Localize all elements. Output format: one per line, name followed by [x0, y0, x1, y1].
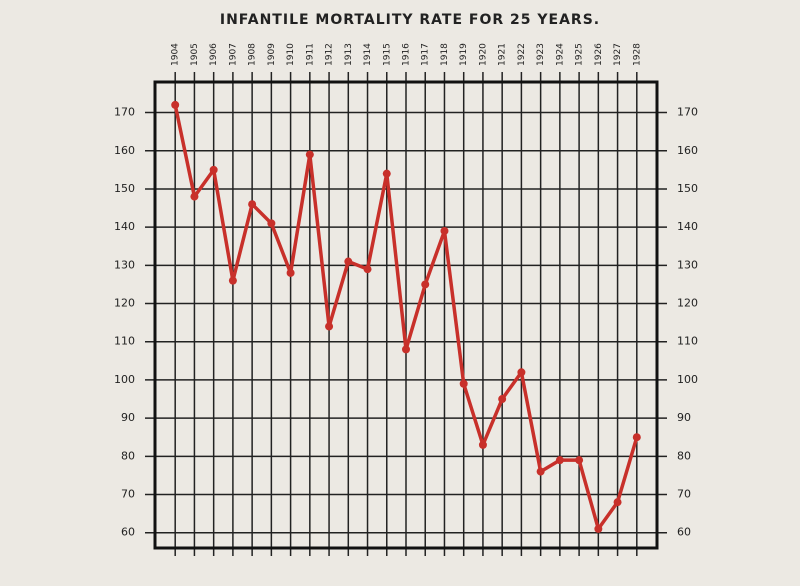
- x-tick-label: 1918: [440, 43, 450, 66]
- x-tick-label: 1906: [209, 43, 219, 66]
- data-point: [575, 456, 584, 465]
- data-point: [228, 276, 237, 285]
- data-point: [613, 498, 622, 507]
- x-tick-label: 1922: [517, 43, 527, 66]
- x-tick-label: 1923: [536, 43, 546, 66]
- x-tick-label: 1925: [575, 43, 585, 66]
- x-tick-label: 1915: [382, 43, 392, 66]
- y-tick-label: 80: [121, 449, 135, 462]
- x-tick-label: 1927: [613, 43, 623, 66]
- x-tick-label: 1907: [228, 43, 238, 66]
- x-tick-label: 1916: [402, 43, 412, 66]
- data-point: [421, 280, 430, 289]
- x-tick-label: 1919: [459, 43, 469, 66]
- y-tick-label: 170: [114, 106, 135, 119]
- x-tick-label: 1917: [421, 43, 431, 66]
- plot-frame: [153, 80, 659, 550]
- y-tick-label-right: 160: [677, 144, 698, 157]
- y-tick-label-right: 60: [677, 526, 691, 539]
- y-tick-label-right: 130: [677, 258, 698, 271]
- y-tick-label-right: 150: [677, 182, 698, 195]
- y-tick-label-right: 120: [677, 297, 698, 310]
- data-point: [363, 265, 372, 274]
- data-point: [209, 165, 218, 174]
- y-tick-label: 90: [121, 411, 135, 424]
- y-tick-label-right: 170: [677, 106, 698, 119]
- x-tick-label: 1926: [594, 43, 604, 66]
- data-point: [555, 456, 564, 465]
- data-point: [402, 345, 410, 354]
- x-tick-label: 1909: [267, 43, 277, 66]
- y-tick-label-right: 80: [677, 449, 691, 462]
- y-tick-label: 100: [114, 373, 135, 386]
- x-tick-label: 1928: [632, 43, 642, 66]
- y-tick-label-right: 140: [677, 220, 698, 233]
- y-tick-label: 70: [121, 488, 135, 501]
- x-tick-label: 1912: [325, 43, 335, 66]
- data-point: [478, 440, 487, 449]
- x-tick-label: 1913: [344, 43, 354, 66]
- data-point: [286, 268, 295, 277]
- y-tick-label: 140: [114, 220, 135, 233]
- y-tick-label: 160: [114, 144, 135, 157]
- data-point: [594, 524, 603, 533]
- x-tick-label: 1921: [498, 43, 508, 66]
- data-point: [536, 467, 545, 476]
- y-tick-label: 60: [121, 526, 135, 539]
- y-tick-label: 120: [114, 297, 135, 310]
- x-tick-label: 1924: [555, 43, 565, 66]
- y-tick-label-right: 100: [677, 373, 698, 386]
- data-point: [190, 192, 199, 201]
- data-point: [248, 200, 257, 209]
- data-point: [632, 433, 641, 442]
- data-point: [498, 395, 507, 404]
- data-point: [344, 257, 353, 266]
- data-point: [267, 219, 276, 228]
- data-point: [440, 226, 449, 235]
- data-point: [325, 322, 334, 331]
- y-tick-label-right: 90: [677, 411, 691, 424]
- y-tick-label-right: 110: [677, 335, 698, 348]
- data-point: [305, 150, 314, 159]
- y-tick-label-right: 70: [677, 488, 691, 501]
- data-point: [171, 100, 180, 109]
- chart-title: INFANTILE MORTALITY RATE FOR 25 YEARS.: [220, 12, 600, 28]
- x-tick-label: 1904: [171, 43, 181, 66]
- data-point: [517, 368, 526, 377]
- x-tick-label: 1920: [478, 43, 488, 66]
- x-tick-label: 1905: [190, 43, 200, 66]
- x-tick-label: 1908: [248, 43, 258, 66]
- data-point: [459, 379, 468, 388]
- x-tick-label: 1914: [363, 43, 373, 66]
- y-tick-label: 130: [114, 258, 135, 271]
- x-tick-label: 1911: [305, 43, 315, 66]
- data-point: [382, 169, 391, 178]
- x-tick-label: 1910: [286, 43, 296, 66]
- y-tick-label: 150: [114, 182, 135, 195]
- y-tick-label: 110: [114, 335, 135, 348]
